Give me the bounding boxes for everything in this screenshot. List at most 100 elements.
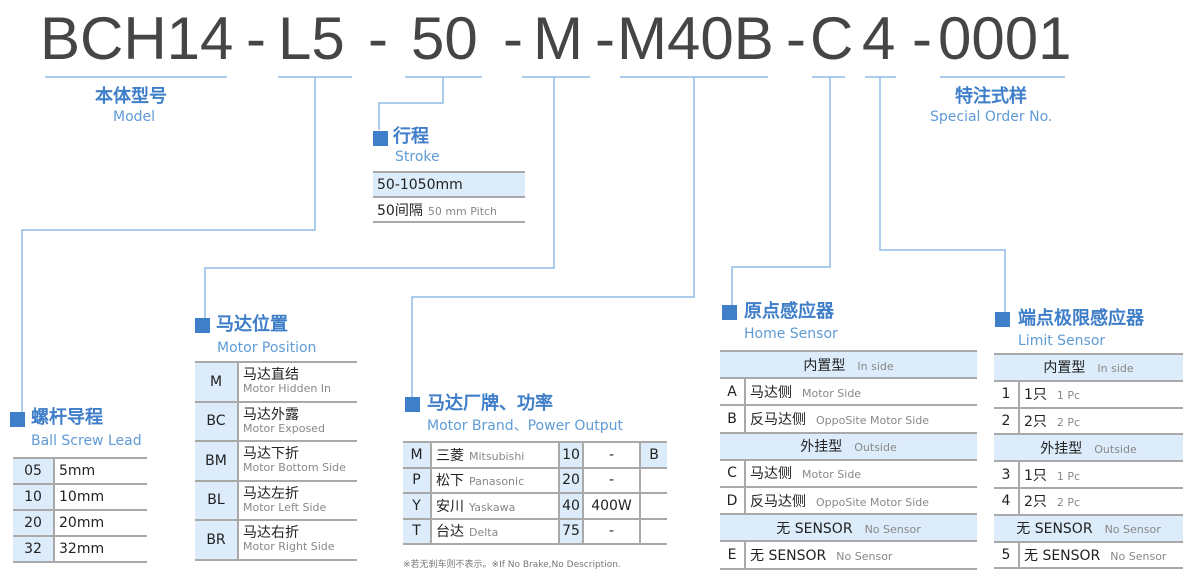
position-code: BC — [195, 400, 239, 442]
position-desc: 马达外露 Motor Exposed — [238, 400, 357, 442]
table-row: 50间隔 50 mm Pitch — [373, 196, 525, 223]
lead-code: 32 — [13, 535, 55, 563]
table-row: 32 32mm — [13, 535, 147, 563]
sensor-group: 无 SENSOR No Sensor — [994, 513, 1183, 543]
sensor-code: A — [720, 377, 746, 407]
power-code: 40 — [559, 492, 584, 520]
sensor-cn: 1只 — [1024, 387, 1047, 404]
sensor-desc: 1只 1 Pc — [1019, 379, 1183, 409]
stroke-range: 50-1050mm — [373, 171, 525, 198]
code-motor-position: M — [533, 5, 583, 72]
sensor-code: 1 — [994, 379, 1020, 409]
home-title-cn: 原点感应器 — [744, 301, 834, 322]
special-title-en: Special Order No. — [930, 109, 1053, 125]
brake-code — [640, 492, 667, 520]
table-row: 1 1只 1 Pc — [994, 379, 1183, 409]
position-code: BM — [195, 440, 239, 482]
sensor-en: Motor Side — [802, 386, 862, 400]
position-code: BL — [195, 479, 239, 521]
sensor-desc: 无 SENSOR No Sensor — [745, 540, 977, 570]
brand-code: Y — [403, 492, 432, 520]
brand-cn: 安川 — [436, 498, 464, 515]
table-row: Y 安川 Yaskawa 40 400W — [403, 492, 667, 520]
brand-en: Mitsubishi — [469, 449, 525, 463]
position-cn: 马达左折 — [243, 485, 299, 502]
position-en: Motor Left Side — [243, 500, 327, 514]
brand-code: P — [403, 466, 432, 494]
sensor-cn: 马达侧 — [750, 466, 792, 483]
sensor-code: B — [720, 404, 746, 434]
power-code: 20 — [559, 466, 584, 494]
sensor-cn: 马达侧 — [750, 384, 792, 401]
position-en: Motor Right Side — [243, 540, 335, 554]
sensor-desc: 反马达侧 OppoSite Motor Side — [745, 404, 977, 434]
position-desc: 马达左折 Motor Left Side — [238, 479, 357, 521]
code-dash: - — [595, 5, 615, 72]
code-dash: - — [786, 5, 806, 72]
power-code: 75 — [559, 517, 584, 545]
brake-code — [640, 466, 667, 494]
sensor-desc: 2只 2 Pc — [1019, 406, 1183, 436]
sensor-group: 内置型 In side — [994, 353, 1183, 382]
brand-name: 松下 Panasonic — [431, 466, 560, 494]
brand-name: 三菱 Mitsubishi — [431, 441, 560, 469]
lead-code: 05 — [13, 457, 55, 485]
sensor-cn: 反马达侧 — [750, 411, 806, 428]
stroke-pitch-en: 50 mm Pitch — [427, 204, 498, 218]
position-cn: 马达右折 — [243, 525, 299, 542]
brand-cn: 三菱 — [436, 447, 464, 464]
group-en: Outside — [854, 441, 897, 455]
group-cn: 外挂型 — [800, 439, 843, 456]
group-header-row: 内置型 In side — [720, 349, 977, 380]
group-en: In side — [857, 359, 894, 373]
ballscrew-title-en: Ball Screw Lead — [31, 433, 142, 449]
ballscrew-title-cn: 螺杆导程 — [31, 407, 103, 428]
position-en: Motor Bottom Side — [243, 461, 346, 475]
stroke-title-cn: 行程 — [393, 126, 429, 147]
table-row: 05 5mm — [13, 457, 147, 485]
position-cn: 马达直结 — [243, 367, 299, 384]
code-dash: - — [912, 5, 932, 72]
group-cn: 内置型 — [803, 357, 846, 374]
home-table: 内置型 In side A 马达侧 Motor Side B 反马达侧 OppoSite Mo… — [720, 349, 977, 570]
table-row: BL 马达左折 Motor Left Side — [195, 479, 357, 521]
position-code: M — [195, 361, 239, 403]
sensor-desc: 1只 1 Pc — [1019, 460, 1183, 489]
code-limit-sensor: 4 — [862, 5, 896, 72]
stroke-pitch: 50间隔 50 mm Pitch — [373, 196, 525, 223]
table-row: 20 20mm — [13, 509, 147, 537]
position-code: BR — [195, 519, 239, 561]
sensor-code: 4 — [994, 486, 1020, 516]
position-cn: 马达下折 — [243, 446, 299, 463]
group-cn: 无 SENSOR — [776, 520, 853, 537]
table-row: M 马达直结 Motor Hidden In — [195, 361, 357, 403]
table-row: 50-1050mm — [373, 171, 525, 198]
limit-title-en: Limit Sensor — [1018, 333, 1106, 349]
motorbrand-title-cn: 马达厂牌、功率 — [427, 393, 553, 414]
motorpos-title-cn: 马达位置 — [216, 314, 288, 335]
brake-note: ※若无刹车则不表示。※If No Brake,No Description. — [403, 560, 621, 570]
sensor-code: 3 — [994, 460, 1020, 489]
bullet-square-icon — [722, 305, 737, 320]
brand-name: 安川 Yaskawa — [431, 492, 560, 520]
code-dash: - — [368, 5, 388, 72]
sensor-en: 1 Pc — [1056, 469, 1081, 483]
power-value: - — [583, 517, 641, 545]
lead-code: 10 — [13, 483, 55, 511]
table-row: BC 马达外露 Motor Exposed — [195, 400, 357, 442]
brake-code — [640, 517, 667, 545]
code-dash: - — [246, 5, 266, 72]
sensor-code: 2 — [994, 406, 1020, 436]
table-row: 4 2只 2 Pc — [994, 486, 1183, 516]
sensor-group: 外挂型 Outside — [720, 431, 977, 461]
model-title-cn: 本体型号 — [95, 86, 167, 107]
code-motor-brand: M40B — [617, 5, 774, 72]
brand-en: Panasonic — [469, 475, 525, 489]
limit-title-cn: 端点极限感应器 — [1018, 308, 1144, 329]
stroke-title-en: Stroke — [395, 149, 440, 165]
sensor-en: No Sensor — [836, 549, 893, 563]
position-en: Motor Exposed — [243, 421, 325, 435]
table-row: D 反马达侧 OppoSite Motor Side — [720, 485, 977, 516]
code-model: BCH14 — [40, 5, 234, 72]
